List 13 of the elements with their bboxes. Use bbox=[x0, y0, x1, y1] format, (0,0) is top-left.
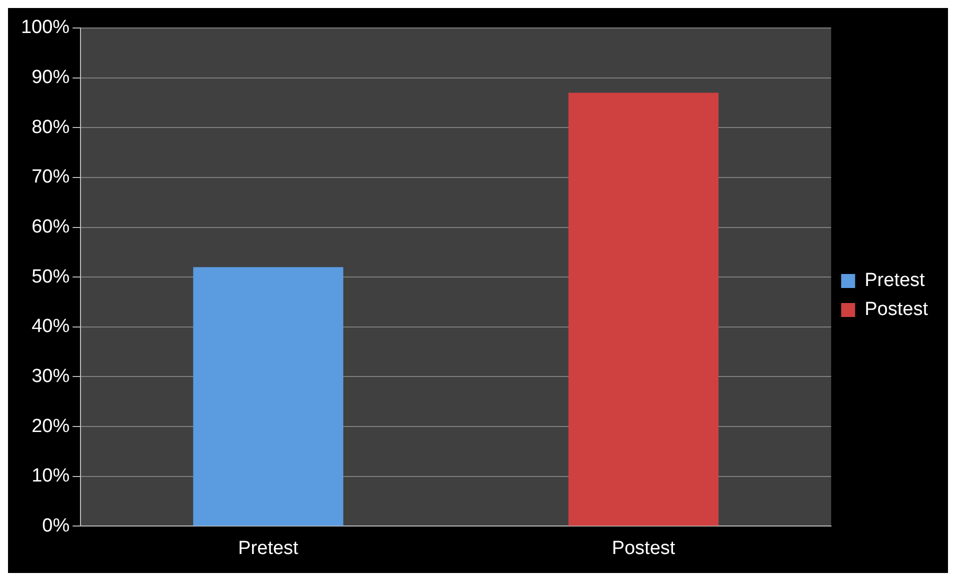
y-tick-label: 90% bbox=[32, 67, 70, 88]
y-tick-label: 20% bbox=[32, 416, 70, 437]
y-tick-label: 30% bbox=[32, 366, 70, 387]
y-tick-label: 80% bbox=[32, 116, 70, 138]
y-tick-label: 40% bbox=[32, 316, 70, 338]
y-tick-label: 70% bbox=[32, 166, 70, 188]
y-tick-label: 50% bbox=[32, 266, 70, 288]
legend-label: Postest bbox=[864, 299, 929, 320]
y-tick-label: 0% bbox=[42, 515, 70, 536]
legend-label: Pretest bbox=[864, 270, 926, 292]
y-tick-label: 100% bbox=[20, 17, 70, 38]
y-tick-label: 10% bbox=[32, 466, 70, 487]
y-tick-label: 60% bbox=[32, 216, 70, 238]
